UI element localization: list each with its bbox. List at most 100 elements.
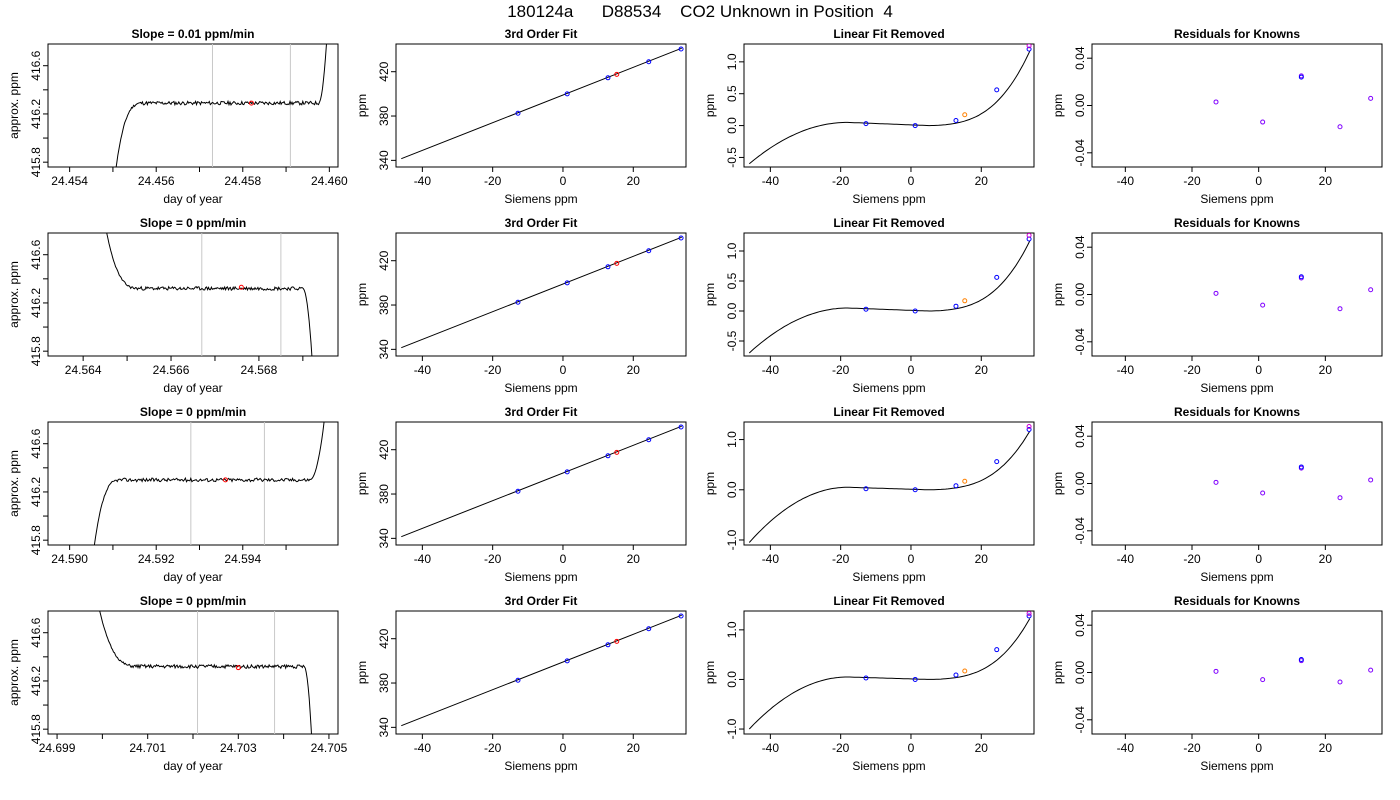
plot-area: [1213, 274, 1374, 312]
chart-svg: Linear Fit Removed -40 -20 0 20 -0.5 0.0 0.5 1.0…: [703, 216, 1035, 395]
y-tick-label: 415.8: [29, 147, 43, 177]
plot-area: [401, 613, 684, 727]
y-tick-label: 416.6: [29, 239, 43, 269]
chart-svg: Slope = 0 ppm/min 24.564 24.566 24.568 415.8…: [7, 216, 339, 395]
chart-panel-r3-c1: Slope = 0 ppm/min 24.590 24.592 24.594 415.8…: [2, 400, 342, 586]
x-tick-label: 20: [627, 741, 641, 755]
plot-frame: [395, 232, 687, 357]
residual-point: [1260, 677, 1266, 683]
plot-area: [748, 44, 1032, 165]
chart-title: Slope = 0.01 ppm/min: [131, 27, 254, 41]
concentration-trace: [106, 233, 313, 356]
x-tick-label: 0: [560, 363, 567, 377]
chart-grid: Slope = 0.01 ppm/min 24.454 24.456 24.458 24…: [0, 22, 1400, 798]
known-point-secondary: [1026, 44, 1032, 49]
concentration-trace: [99, 611, 312, 734]
chart-panel-r2-c2: 3rd Order Fit -40 -20 0 20 340 380 420 Siemens p…: [350, 211, 690, 397]
chart-svg: Linear Fit Removed -40 -20 0 20 -0.5 0.0 0.5 1.0…: [703, 27, 1035, 206]
x-tick-label: 24.705: [311, 741, 348, 755]
known-point: [994, 647, 1000, 653]
plot-area: [748, 611, 1032, 730]
chart-title: Slope = 0 ppm/min: [140, 594, 246, 608]
y-axis-label: ppm: [1051, 472, 1065, 495]
page-title: 180124a D88534 CO2 Unknown in Position 4: [507, 2, 893, 21]
y-tick-label: 380: [377, 484, 391, 504]
x-axis-label: Siemens ppm: [852, 381, 925, 395]
plot-area: [1213, 656, 1374, 685]
y-tick-label: 416.2: [29, 288, 43, 318]
known-point: [912, 487, 918, 493]
known-point: [605, 75, 611, 81]
chart-panel-r3-c3: Linear Fit Removed -40 -20 0 20 -1.0 0.0 1.0 Sie…: [698, 400, 1038, 586]
plot-frame: [1091, 610, 1383, 735]
y-axis-label: approx. ppm: [7, 450, 21, 517]
residual-point: [1260, 119, 1266, 125]
x-tick-label: -40: [414, 552, 432, 566]
known-point-secondary: [1026, 611, 1032, 616]
known-point: [678, 424, 684, 430]
residual-point-secondary: [1298, 74, 1304, 80]
x-tick-label: 24.568: [241, 363, 278, 377]
chart-panel-r1-c2: 3rd Order Fit -40 -20 0 20 340 380 420 Siemens p…: [350, 22, 690, 208]
y-tick-label: 420: [377, 250, 391, 270]
known-point: [863, 486, 869, 492]
cubic-curve: [748, 240, 1031, 354]
y-axis-label: approx. ppm: [7, 72, 21, 139]
y-tick-label: 416.6: [29, 428, 43, 458]
x-axis-label: day of year: [163, 192, 222, 206]
chart-panel-r3-c2: 3rd Order Fit -40 -20 0 20 340 380 420 Siemens p…: [350, 400, 690, 586]
y-tick-label: 0.0: [725, 671, 739, 688]
plot-area: [401, 235, 684, 349]
y-tick-label: 420: [377, 628, 391, 648]
x-tick-label: 24.703: [220, 741, 257, 755]
mean-point: [248, 100, 254, 106]
y-axis-label: ppm: [1051, 94, 1065, 117]
x-tick-label: -20: [832, 741, 850, 755]
x-tick-label: -40: [762, 363, 780, 377]
mean-point: [238, 284, 244, 290]
x-tick-label: -40: [414, 174, 432, 188]
x-tick-label: 0: [908, 174, 915, 188]
residual-point: [1337, 124, 1343, 130]
known-point: [605, 453, 611, 459]
concentration-trace: [93, 422, 325, 545]
x-tick-label: 24.699: [39, 741, 76, 755]
known-point-secondary: [1026, 233, 1032, 238]
known-point: [1026, 46, 1032, 52]
residual-point: [1213, 479, 1219, 485]
x-axis-label: Siemens ppm: [1200, 192, 1273, 206]
residual-point: [1213, 290, 1219, 296]
x-tick-label: -20: [1183, 363, 1201, 377]
x-tick-label: 20: [627, 174, 641, 188]
chart-svg: 3rd Order Fit -40 -20 0 20 340 380 420 Siemens p…: [355, 27, 687, 206]
y-axis-label: ppm: [355, 283, 369, 306]
known-point: [863, 306, 869, 312]
x-axis-label: Siemens ppm: [504, 570, 577, 584]
fit-line: [401, 47, 682, 160]
y-tick-label: 1.0: [725, 621, 739, 638]
x-axis-label: Siemens ppm: [1200, 381, 1273, 395]
y-tick-label: 0.00: [1073, 660, 1087, 684]
x-tick-label: -20: [1183, 174, 1201, 188]
cubic-curve: [748, 50, 1031, 165]
x-axis-label: day of year: [163, 759, 222, 773]
x-tick-label: 20: [1319, 363, 1333, 377]
plot-frame: [743, 421, 1035, 546]
x-tick-label: 24.594: [224, 552, 261, 566]
plot-frame: [743, 610, 1035, 735]
x-tick-label: -20: [832, 552, 850, 566]
known-point: [994, 459, 1000, 465]
x-tick-label: -40: [762, 741, 780, 755]
x-tick-label: -20: [832, 363, 850, 377]
x-axis-label: Siemens ppm: [852, 759, 925, 773]
x-tick-label: 20: [975, 363, 989, 377]
unknown-point: [962, 478, 968, 484]
plot-frame: [47, 232, 339, 357]
chart-svg: 3rd Order Fit -40 -20 0 20 340 380 420 Siemens p…: [355, 216, 687, 395]
known-point: [994, 87, 1000, 93]
plot-frame: [395, 610, 687, 735]
chart-title: Linear Fit Removed: [833, 216, 944, 230]
y-tick-label: 420: [377, 439, 391, 459]
residual-point: [1368, 477, 1374, 483]
chart-title: 3rd Order Fit: [505, 594, 578, 608]
